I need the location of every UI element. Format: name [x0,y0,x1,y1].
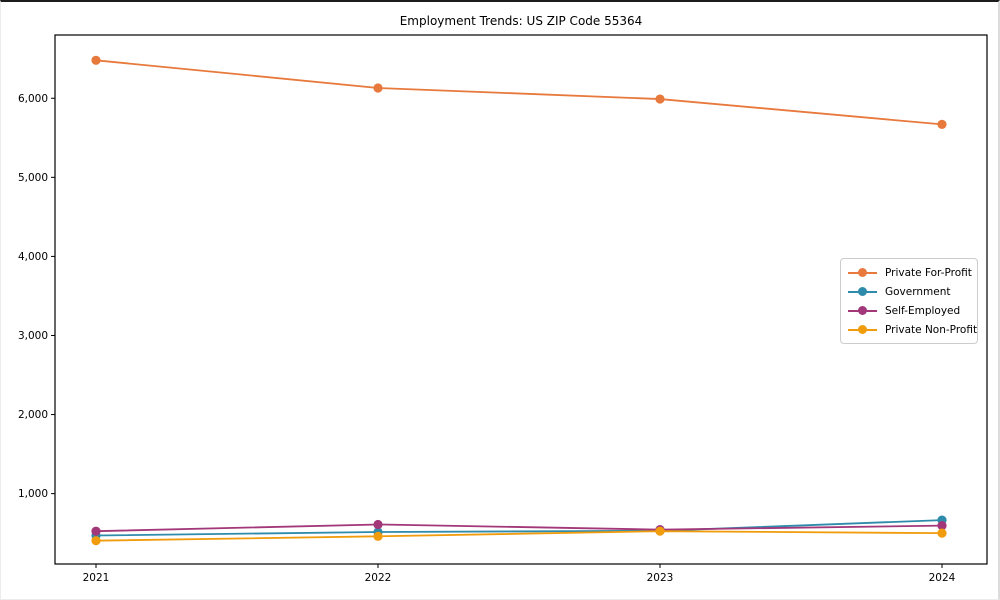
point-self-employed-2021 [91,526,101,536]
y-tick-label: 5,000 [18,172,48,184]
point-self-employed-2024 [937,521,947,531]
line-private-for-profit [95,59,943,126]
x-tick-label: 2023 [647,572,674,584]
y-tick-label: 2,000 [18,409,48,421]
point-private-for-profit-2021 [91,55,101,65]
y-tick-label: 3,000 [18,330,48,342]
point-private-non-profit-2023 [655,526,665,536]
x-tick-label: 2024 [929,572,956,584]
legend-line-marker-icon [848,268,877,278]
legend-line-marker-icon [848,324,877,335]
point-self-employed-2022 [373,519,383,530]
point-private-for-profit-2022 [373,83,383,93]
legend-label: Self-Employed [885,304,961,317]
legend-line-marker-icon [848,305,877,316]
y-tick-label: 4,000 [18,251,48,263]
legend-label: Private Non-Profit [885,323,978,336]
x-tick-label: 2021 [83,572,110,584]
point-private-non-profit-2022 [373,531,383,541]
point-private-non-profit-2024 [937,528,947,538]
legend-label: Government [885,286,951,299]
point-private-for-profit-2023 [655,94,665,104]
line-self-employed [95,523,943,533]
legend-item-private-for-profit: Private For-Profit [848,264,972,283]
legend-item-government: Government [848,283,971,302]
chart-title: Employment Trends: US ZIP Code 55364 [399,14,643,28]
axes-box [54,34,988,565]
legend-item-self-employed: Self-Employed [848,302,971,321]
y-tick-label: 6,000 [18,93,48,105]
legend-label: Private For-Profit [885,267,972,280]
line-private-non-profit [95,530,943,542]
legend-item-private-non-profit: Private Non-Profit [848,320,977,339]
line-government [95,519,943,537]
y-tick-label: 1,000 [18,488,48,500]
chart-legend: Private For-Profit Government Self-Employe… [840,258,978,344]
legend-line-marker-icon [848,287,877,297]
x-tick-label: 2022 [365,572,392,584]
point-private-non-profit-2021 [91,536,101,546]
point-private-for-profit-2024 [937,119,947,129]
